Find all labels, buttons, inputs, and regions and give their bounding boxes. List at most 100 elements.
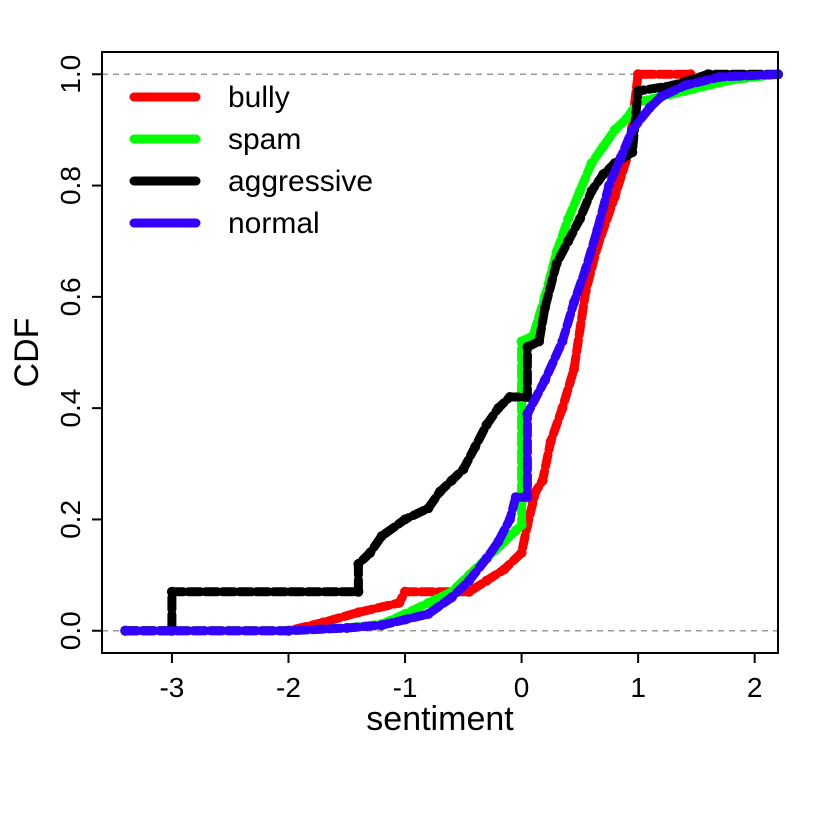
data-point — [376, 531, 387, 542]
data-point — [545, 436, 556, 447]
legend-label: aggressive — [228, 165, 373, 198]
data-point — [530, 486, 541, 497]
data-point — [510, 492, 521, 503]
data-point — [522, 492, 533, 503]
data-point — [569, 297, 579, 308]
data-point — [499, 564, 510, 575]
x-axis-label: sentiment — [366, 700, 514, 738]
data-point — [493, 403, 504, 414]
data-point — [656, 91, 667, 102]
data-point — [423, 597, 434, 608]
data-point — [679, 80, 690, 91]
data-point — [446, 475, 457, 486]
data-point — [400, 586, 410, 597]
reference-lines — [102, 73, 778, 632]
data-point — [400, 514, 410, 525]
data-point — [394, 597, 405, 608]
series-line-bully — [120, 69, 696, 636]
data-point — [516, 547, 527, 558]
data-point — [376, 620, 387, 631]
data-point — [504, 514, 515, 525]
data-point — [423, 503, 434, 514]
data-point — [557, 336, 568, 347]
data-point — [563, 236, 574, 247]
data-point — [592, 225, 603, 236]
legend-label: bully — [228, 81, 290, 114]
x-tick-label: 0 — [514, 672, 530, 703]
data-point — [574, 213, 585, 224]
legend-item-aggressive: aggressive — [129, 165, 373, 198]
data-point — [470, 442, 480, 453]
data-point — [120, 625, 131, 636]
series-aggressive — [120, 69, 783, 636]
data-point — [537, 475, 548, 486]
data-point — [621, 113, 632, 124]
data-point — [534, 336, 545, 347]
data-point — [598, 169, 609, 180]
series-bully — [120, 69, 696, 636]
data-point — [551, 258, 562, 269]
data-point — [609, 191, 620, 202]
y-tick-label: 1.0 — [55, 55, 86, 94]
y-tick-label: 0.2 — [55, 500, 86, 539]
data-point — [283, 625, 294, 636]
y-axis: 0.0 0.2 0.4 0.6 0.8 1.0 — [55, 55, 102, 650]
legend-item-bully: bully — [129, 81, 290, 114]
data-point — [627, 147, 638, 158]
data-point — [353, 586, 364, 597]
data-point — [493, 536, 504, 547]
data-point — [609, 124, 620, 135]
data-point — [604, 180, 614, 191]
legend-label: normal — [228, 207, 320, 240]
data-point — [353, 559, 364, 569]
series-layer — [120, 69, 783, 636]
data-point — [539, 303, 550, 313]
data-point — [569, 364, 579, 375]
x-tick-label: 1 — [630, 672, 646, 703]
data-point — [341, 623, 352, 633]
data-point — [481, 419, 492, 430]
data-point — [458, 464, 469, 475]
data-point — [633, 86, 644, 96]
plot-frame — [101, 51, 779, 654]
series-spam — [120, 69, 783, 636]
data-point — [598, 141, 609, 152]
data-point — [522, 341, 533, 352]
data-point — [714, 72, 725, 82]
x-tick-label: -3 — [159, 672, 184, 703]
data-point — [580, 264, 591, 274]
data-point — [481, 553, 492, 564]
data-point — [516, 520, 527, 530]
data-point — [633, 69, 644, 80]
legend-label: spam — [228, 123, 301, 156]
data-point — [504, 392, 515, 402]
data-point — [446, 592, 457, 603]
data-point — [353, 607, 364, 618]
data-point — [627, 124, 638, 135]
y-tick-label: 0.6 — [55, 277, 86, 316]
data-point — [644, 102, 655, 113]
data-point — [166, 586, 177, 597]
legend: bully spam aggressive normal — [129, 81, 373, 240]
data-point — [574, 186, 585, 197]
data-point — [435, 486, 445, 497]
data-point — [464, 575, 475, 586]
data-point — [400, 614, 410, 625]
data-point — [557, 403, 568, 414]
data-point — [481, 575, 492, 586]
x-tick-label: 2 — [747, 672, 763, 703]
data-point — [522, 408, 533, 419]
x-tick-label: -2 — [276, 672, 301, 703]
y-tick-label: 0.4 — [55, 389, 86, 428]
data-point — [586, 158, 597, 169]
legend-item-normal: normal — [129, 207, 320, 240]
y-axis-label: CDF — [8, 318, 46, 388]
series-line-spam — [120, 69, 783, 636]
data-point — [423, 609, 434, 619]
data-point — [563, 213, 574, 224]
series-normal — [120, 69, 783, 636]
y-tick-label: 0.0 — [55, 611, 86, 650]
x-axis: -3 -2 -1 0 1 2 — [159, 653, 762, 703]
data-point — [615, 152, 626, 163]
